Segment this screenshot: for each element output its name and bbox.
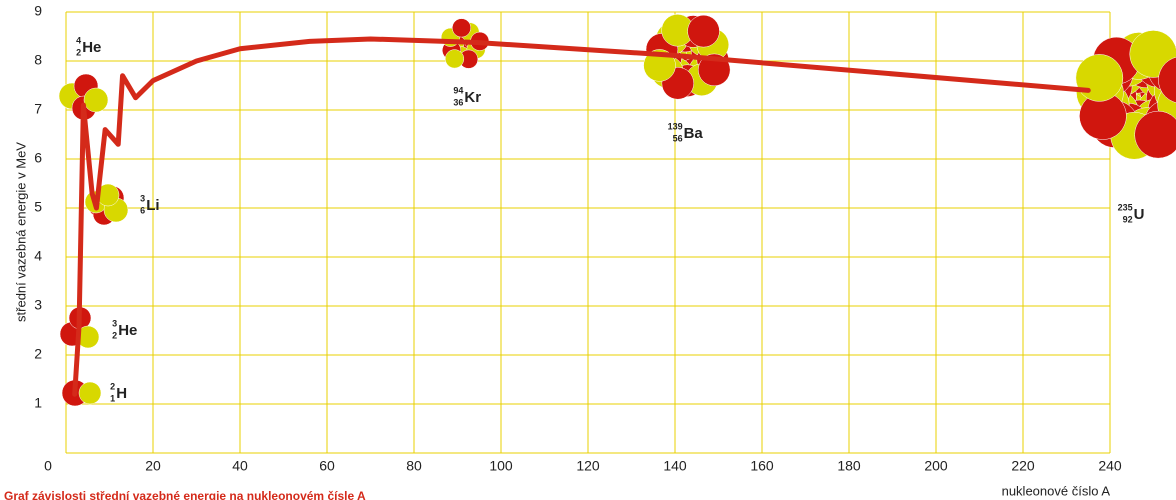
nuclide-mass: 94 xyxy=(453,85,463,95)
nuclide-symbol: Kr xyxy=(464,89,481,106)
x-tick-label: 120 xyxy=(576,458,600,474)
caption: Graf závislosti střední vazebné energie … xyxy=(4,489,366,500)
nuclide-mass: 235 xyxy=(1118,202,1133,212)
nucleon xyxy=(83,87,109,113)
x-tick-label: 100 xyxy=(489,458,513,474)
nuclide-charge: 36 xyxy=(453,97,463,107)
nuclide-symbol: Ba xyxy=(684,125,704,142)
x-tick-label: 140 xyxy=(663,458,687,474)
y-tick-label: 8 xyxy=(34,52,42,68)
x-tick-label: 40 xyxy=(232,458,248,474)
nuclide-symbol: U xyxy=(1134,206,1145,223)
x-axis-label: nukleonové číslo A xyxy=(1002,483,1111,498)
nuclide-mass: 4 xyxy=(76,35,81,45)
nucleon xyxy=(1134,110,1176,159)
nuclide-charge: 1 xyxy=(110,393,115,403)
y-tick-label: 5 xyxy=(34,199,42,215)
nucleon xyxy=(687,14,720,48)
x-tick-label: 200 xyxy=(924,458,948,474)
nucleon xyxy=(1075,54,1124,102)
y-tick-label: 3 xyxy=(34,297,42,313)
x-tick-label: 80 xyxy=(406,458,422,474)
y-tick-label: 7 xyxy=(34,101,42,117)
nuclide-symbol: He xyxy=(118,322,137,339)
nuclide-mass: 3 xyxy=(140,193,145,203)
x-tick-label: 180 xyxy=(837,458,861,474)
x-tick-label: 0 xyxy=(44,458,52,474)
nuclide-mass: 139 xyxy=(668,121,683,131)
x-tick-label: 20 xyxy=(145,458,161,474)
data-line xyxy=(72,36,1091,397)
y-tick-label: 6 xyxy=(34,150,42,166)
nuclide-charge: 2 xyxy=(112,330,117,340)
nuclide-symbol: Li xyxy=(146,197,159,214)
nuclide-symbol: H xyxy=(116,385,127,402)
nucleon xyxy=(445,49,465,69)
x-tick-label: 60 xyxy=(319,458,335,474)
y-tick-label: 2 xyxy=(34,346,42,362)
nuclide-charge: 6 xyxy=(140,205,145,215)
y-tick-label: 9 xyxy=(34,3,42,19)
nucleon xyxy=(1158,56,1176,103)
nucleon xyxy=(452,18,472,38)
y-tick-label: 1 xyxy=(34,395,42,411)
nuclide-charge: 2 xyxy=(76,47,81,57)
nuclide-charge: 92 xyxy=(1123,214,1133,224)
y-tick-label: 4 xyxy=(34,248,42,264)
nucleon xyxy=(78,381,102,405)
nuclide-symbol: He xyxy=(82,39,101,56)
nuclide-mass: 3 xyxy=(112,318,117,328)
nuclide-charge: 56 xyxy=(673,133,683,143)
x-tick-label: 220 xyxy=(1011,458,1035,474)
y-axis-label: střední vazebná energie v MeV xyxy=(13,142,28,322)
x-tick-label: 160 xyxy=(750,458,774,474)
x-tick-label: 240 xyxy=(1098,458,1122,474)
nuclide-mass: 2 xyxy=(110,381,115,391)
